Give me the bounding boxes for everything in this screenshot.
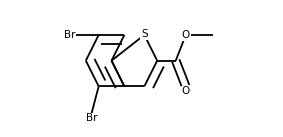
Text: O: O (182, 86, 190, 96)
Text: S: S (141, 29, 148, 39)
Text: Br: Br (86, 113, 97, 123)
Text: O: O (182, 30, 190, 40)
Text: Br: Br (64, 30, 76, 40)
